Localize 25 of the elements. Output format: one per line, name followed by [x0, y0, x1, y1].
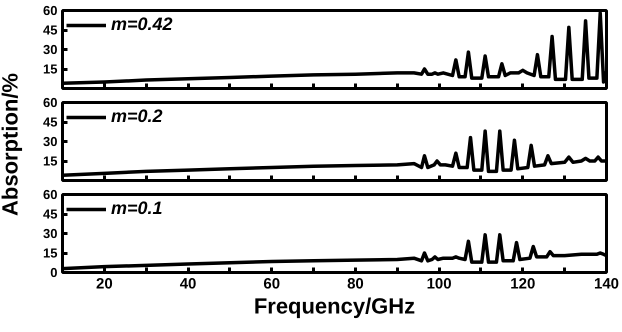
- x-tick-label: 60: [263, 276, 280, 292]
- y-tick-label: 45: [43, 206, 58, 222]
- legend-label: m=0.1: [111, 198, 163, 219]
- y-axis-title: Absorption/%: [0, 72, 22, 216]
- y-tick-label: 30: [43, 134, 58, 149]
- y-tick-label: 60: [43, 3, 58, 18]
- y-tick-label: 15: [43, 154, 58, 168]
- y-tick-label: 15: [43, 62, 58, 76]
- y-tick-label: 0: [50, 265, 58, 280]
- legend-label: m=0.2: [111, 106, 163, 127]
- legend-label: m=0.42: [111, 14, 173, 35]
- y-tick-label: 60: [43, 187, 58, 202]
- y-tick-label: 60: [43, 95, 58, 110]
- x-tick-label: 140: [594, 276, 620, 292]
- x-tick-label: 40: [180, 276, 196, 292]
- y-tick-label: 30: [43, 42, 58, 57]
- x-tick-label: 80: [347, 276, 364, 292]
- x-tick-label: 100: [426, 276, 452, 292]
- x-tick-label: 20: [96, 276, 113, 292]
- y-tick-label: 15: [43, 246, 58, 260]
- x-axis-title: Frequency/GHz: [254, 294, 416, 318]
- x-tick-label: 120: [510, 276, 536, 292]
- y-tick-label: 45: [43, 114, 58, 130]
- y-tick-label: 30: [43, 226, 58, 241]
- y-tick-label: 45: [43, 22, 58, 38]
